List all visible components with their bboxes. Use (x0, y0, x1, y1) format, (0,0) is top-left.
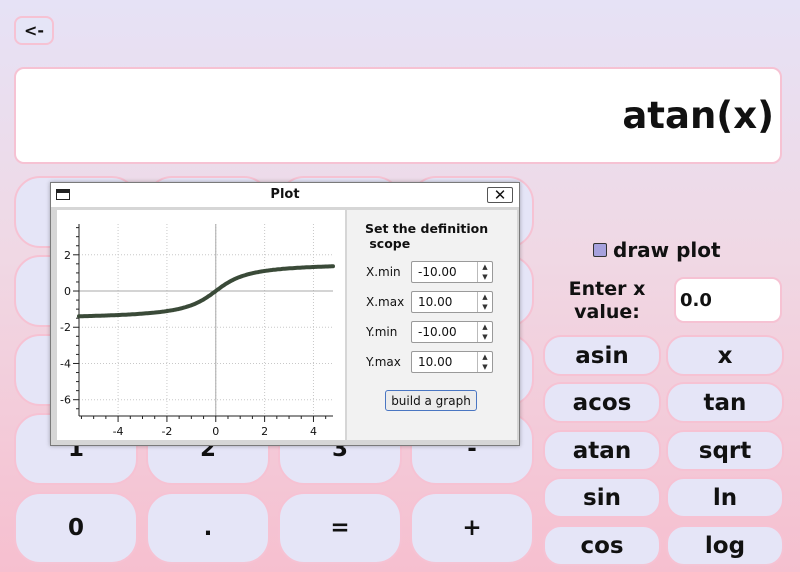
build-graph-button[interactable]: build a graph (385, 390, 477, 411)
x-value-label-line2: value: (574, 301, 640, 323)
y-tick-label: -2 (60, 321, 71, 334)
sqrt-button[interactable]: sqrt (666, 430, 784, 471)
xmax-value: 10.00 (418, 295, 453, 309)
y-tick-label: -4 (60, 357, 71, 370)
x-tick-label: -2 (161, 425, 172, 438)
spin-arrows-icon[interactable]: ▲ ▼ (477, 322, 492, 342)
draw-plot-toggle[interactable]: draw plot (593, 238, 721, 262)
xmax-label: X.max (366, 295, 405, 309)
x-button[interactable]: x (666, 335, 784, 376)
sin-button[interactable]: sin (543, 477, 661, 518)
asin-button[interactable]: asin (543, 335, 661, 376)
ymax-value: 10.00 (418, 355, 453, 369)
y-tick-label: 2 (64, 249, 71, 262)
xmax-spinbox[interactable]: 10.00 ▲ ▼ (411, 291, 493, 313)
scope-panel: Set the definition scope X.min -10.00 ▲ ▼… (347, 210, 517, 440)
scope-title: Set the definition scope (365, 221, 515, 251)
ymin-spinbox[interactable]: -10.00 ▲ ▼ (411, 321, 493, 343)
plot-area: -4 -2 0 2 4 2 0 -2 -4 -6 (57, 210, 345, 440)
xmin-label: X.min (366, 265, 401, 279)
spin-arrows-icon[interactable]: ▲ ▼ (477, 292, 492, 312)
expression-display: atan(x) (14, 67, 782, 164)
acos-button[interactable]: acos (543, 382, 661, 423)
ymax-spinbox[interactable]: 10.00 ▲ ▼ (411, 351, 493, 373)
x-tick-label: -4 (113, 425, 124, 438)
xmin-value: -10.00 (418, 265, 457, 279)
tan-button[interactable]: tan (666, 382, 784, 423)
atan-button[interactable]: atan (543, 430, 661, 471)
draw-plot-checkbox[interactable] (593, 243, 607, 257)
cos-button[interactable]: cos (543, 525, 661, 566)
x-tick-label: 2 (261, 425, 268, 438)
keypad-button-equals[interactable]: = (278, 492, 402, 564)
x-value-label-line1: Enter x (568, 278, 646, 300)
back-button[interactable]: <- (14, 16, 54, 45)
spin-arrows-icon[interactable]: ▲ ▼ (477, 352, 492, 372)
expression-text: atan(x) (622, 94, 774, 137)
x-tick-label: 0 (212, 425, 219, 438)
ln-button[interactable]: ln (666, 477, 784, 518)
close-icon[interactable]: ✕ (487, 187, 513, 203)
scope-title-line2: scope (365, 236, 411, 251)
y-tick-label: -6 (60, 394, 71, 407)
keypad-button-plus[interactable]: + (410, 492, 534, 564)
draw-plot-label: draw plot (613, 238, 721, 262)
window-icon (56, 189, 70, 200)
ymin-value: -10.00 (418, 325, 457, 339)
keypad-button-dot[interactable]: . (146, 492, 270, 564)
plot-window: Plot ✕ -4 -2 0 2 4 2 0 -2 -4 -6 Set the definitio… (50, 182, 520, 446)
x-tick-label: 4 (310, 425, 317, 438)
spin-arrows-icon[interactable]: ▲ ▼ (477, 262, 492, 282)
scope-title-line1: Set the definition (365, 221, 489, 236)
log-button[interactable]: log (666, 525, 784, 566)
x-value-label: Enter x value: (548, 278, 666, 324)
xmin-spinbox[interactable]: -10.00 ▲ ▼ (411, 261, 493, 283)
atan-plot-chart: -4 -2 0 2 4 2 0 -2 -4 -6 (60, 224, 335, 438)
y-tick-label: 0 (64, 285, 71, 298)
x-value-input[interactable] (674, 277, 782, 323)
plot-window-titlebar[interactable]: Plot ✕ (51, 183, 519, 207)
ymin-label: Y.min (366, 325, 398, 339)
ymax-label: Y.max (366, 355, 401, 369)
keypad-button-0[interactable]: 0 (14, 492, 138, 564)
plot-window-title: Plot (270, 187, 300, 202)
atan-series-line (77, 264, 335, 319)
